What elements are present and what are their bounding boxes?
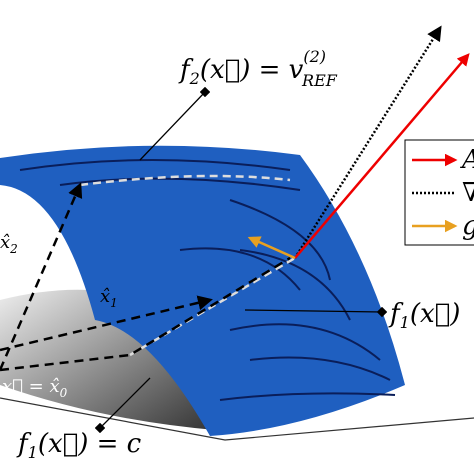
label-f2: f2(x⃗) = v(2) REF — [178, 47, 338, 90]
label-x2: x̂2 — [0, 232, 18, 256]
legend-label: A — [460, 145, 474, 175]
plane — [0, 397, 474, 441]
legend-label: g — [462, 211, 474, 241]
label-x0: x⃗ = x̂0 — [2, 376, 68, 400]
label-f1: f1(x⃗) — [388, 299, 460, 332]
paths — [0, 25, 470, 372]
label-x1: x̂1 — [100, 286, 118, 310]
pointers — [94, 86, 388, 434]
contours — [19, 159, 396, 401]
legend-label: ∇ — [462, 178, 474, 208]
label-f1-c: f1(x⃗) = c — [16, 429, 142, 462]
blue-surface — [0, 145, 405, 436]
gray-surface — [0, 289, 215, 430]
legend: A ∇ g — [404, 139, 474, 246]
